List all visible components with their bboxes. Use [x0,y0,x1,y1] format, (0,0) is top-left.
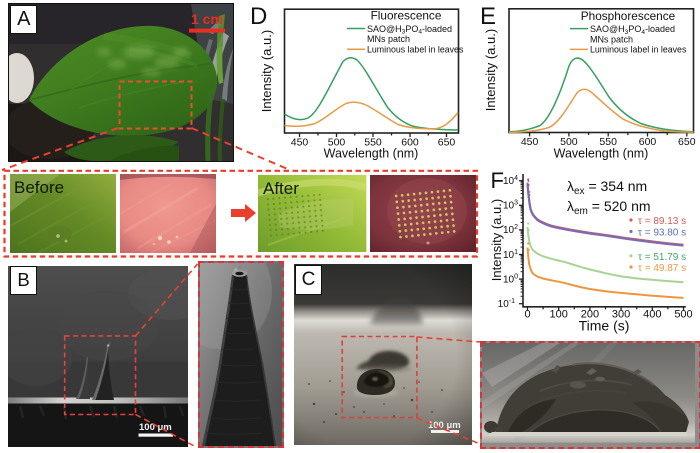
svg-text:550: 550 [599,136,617,148]
svg-text:100 μm: 100 μm [428,420,461,431]
svg-text:Luminous label in leaves: Luminous label in leaves [367,44,464,54]
svg-text:D: D [250,3,267,30]
svg-text:MNs patch: MNs patch [590,34,633,44]
svg-text:After: After [263,179,299,198]
svg-text:Intensity (a.u.): Intensity (a.u.) [259,30,274,112]
svg-text:Phosphorescence: Phosphorescence [581,9,676,23]
svg-text:104: 104 [503,175,518,187]
svg-text:MNs patch: MNs patch [367,34,410,44]
svg-text:550: 550 [364,137,382,149]
svg-text:λem = 520 nm: λem = 520 nm [567,198,651,217]
svg-text:1 cm: 1 cm [191,11,223,27]
svg-text:0: 0 [524,309,530,321]
svg-text:600: 600 [639,136,657,148]
svg-text:100: 100 [550,309,568,321]
svg-text:τ = 89.13 s: τ = 89.13 s [638,216,686,227]
svg-text:650: 650 [438,137,456,149]
svg-text:400: 400 [643,309,661,321]
svg-text:300: 300 [612,309,630,321]
svg-text:τ = 93.80 s: τ = 93.80 s [638,228,686,239]
svg-text:Intensity (a.u.): Intensity (a.u.) [489,199,504,281]
svg-text:Wavelength (nm): Wavelength (nm) [324,147,419,161]
svg-text:λex = 354 nm: λex = 354 nm [567,178,647,197]
svg-text:102: 102 [503,224,518,236]
svg-text:F: F [491,168,504,193]
svg-text:650: 650 [678,136,696,148]
svg-text:SAO@H3PO4-loaded: SAO@H3PO4-loaded [590,24,675,36]
svg-text:τ = 51.79 s: τ = 51.79 s [638,252,686,263]
svg-text:500: 500 [328,137,346,149]
svg-text:103: 103 [503,200,518,212]
svg-text:SAO@H3PO4-loaded: SAO@H3PO4-loaded [367,24,452,36]
svg-text:10-1: 10-1 [498,298,515,310]
svg-text:500: 500 [560,136,578,148]
svg-text:Wavelength (nm): Wavelength (nm) [554,147,649,161]
svg-text:600: 600 [401,137,419,149]
svg-text:Time (s): Time (s) [579,318,630,334]
svg-text:E: E [480,3,496,30]
svg-text:101: 101 [503,249,518,261]
svg-text:450: 450 [291,137,309,149]
svg-text:450: 450 [521,136,539,148]
svg-text:200: 200 [581,309,599,321]
svg-text:500: 500 [674,309,692,321]
svg-text:Fluorescence: Fluorescence [371,9,442,23]
svg-text:τ = 49.87 s: τ = 49.87 s [638,263,686,274]
svg-text:100: 100 [503,273,518,285]
svg-text:Before: Before [14,178,64,197]
svg-text:100 μm: 100 μm [139,422,172,433]
svg-text:Luminous label in leaves: Luminous label in leaves [590,45,687,55]
svg-text:Intensity (a.u.): Intensity (a.u.) [483,29,498,111]
